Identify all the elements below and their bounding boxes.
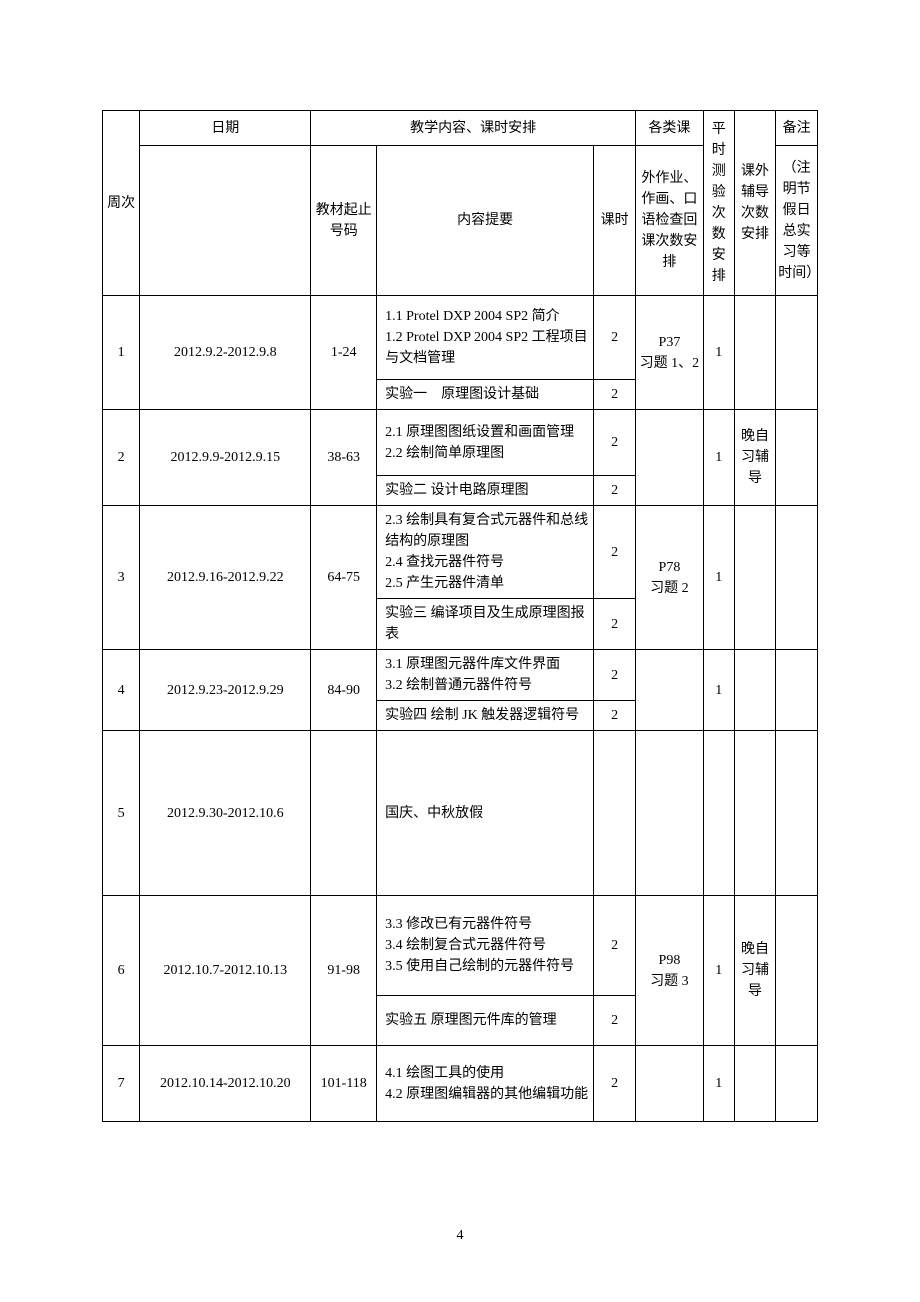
note-cell xyxy=(776,731,818,896)
date-cell: 2012.9.9-2012.9.15 xyxy=(140,410,311,506)
content-cell: 2.3 绘制具有复合式元器件和总线结构的原理图 2.4 查找元器件符号 2.5 … xyxy=(377,506,594,599)
header-date-blank xyxy=(140,146,311,296)
test-cell: 1 xyxy=(703,1046,734,1122)
header-teaching: 教学内容、课时安排 xyxy=(311,111,636,146)
content-cell: 实验四 绘制 JK 触发器逻辑符号 xyxy=(377,701,594,731)
content-cell: 3.1 原理图元器件库文件界面 3.2 绘制普通元器件符号 xyxy=(377,650,594,701)
week-cell: 6 xyxy=(103,896,140,1046)
header-content: 内容提要 xyxy=(377,146,594,296)
week-cell: 7 xyxy=(103,1046,140,1122)
pages-cell xyxy=(311,731,377,896)
hours-cell xyxy=(594,731,636,896)
date-cell: 2012.9.2-2012.9.8 xyxy=(140,296,311,410)
hours-cell: 2 xyxy=(594,650,636,701)
pages-cell: 38-63 xyxy=(311,410,377,506)
schedule-table: 周次 日期 教学内容、课时安排 各类课 平时测验次数安排 课外辅导次数安排 备注… xyxy=(102,110,818,1122)
test-cell: 1 xyxy=(703,296,734,410)
test-cell: 1 xyxy=(703,650,734,731)
table-row: 7 2012.10.14-2012.10.20 101-118 4.1 绘图工具… xyxy=(103,1046,818,1122)
hours-cell: 2 xyxy=(594,701,636,731)
test-cell: 1 xyxy=(703,896,734,1046)
tutor-cell xyxy=(734,650,776,731)
note-cell xyxy=(776,296,818,410)
header-test: 平时测验次数安排 xyxy=(703,111,734,296)
header-date: 日期 xyxy=(140,111,311,146)
hours-cell: 2 xyxy=(594,296,636,380)
hours-cell: 2 xyxy=(594,996,636,1046)
tutor-cell: 晚自习辅导 xyxy=(734,410,776,506)
test-cell xyxy=(703,731,734,896)
header-note-bottom: （注明节假日总实习等时间） xyxy=(776,146,818,296)
header-week: 周次 xyxy=(103,111,140,296)
test-cell: 1 xyxy=(703,506,734,650)
pages-cell: 84-90 xyxy=(311,650,377,731)
hours-cell: 2 xyxy=(594,599,636,650)
content-cell: 国庆、中秋放假 xyxy=(377,731,594,896)
pages-cell: 1-24 xyxy=(311,296,377,410)
homework-cell xyxy=(635,731,703,896)
content-cell: 3.3 修改已有元器件符号 3.4 绘制复合式元器件符号 3.5 使用自己绘制的… xyxy=(377,896,594,996)
header-row-1: 周次 日期 教学内容、课时安排 各类课 平时测验次数安排 课外辅导次数安排 备注 xyxy=(103,111,818,146)
table-row: 4 2012.9.23-2012.9.29 84-90 3.1 原理图元器件库文… xyxy=(103,650,818,701)
note-cell xyxy=(776,1046,818,1122)
week-cell: 5 xyxy=(103,731,140,896)
content-cell: 1.1 Protel DXP 2004 SP2 简介 1.2 Protel DX… xyxy=(377,296,594,380)
pages-cell: 101-118 xyxy=(311,1046,377,1122)
content-cell: 2.1 原理图图纸设置和画面管理 2.2 绘制简单原理图 xyxy=(377,410,594,476)
tutor-cell xyxy=(734,506,776,650)
tutor-cell xyxy=(734,1046,776,1122)
header-hours: 课时 xyxy=(594,146,636,296)
header-tutor: 课外辅导次数安排 xyxy=(734,111,776,296)
date-cell: 2012.9.23-2012.9.29 xyxy=(140,650,311,731)
hours-cell: 2 xyxy=(594,896,636,996)
note-cell xyxy=(776,506,818,650)
note-cell xyxy=(776,650,818,731)
content-cell: 实验一 原理图设计基础 xyxy=(377,380,594,410)
pages-cell: 64-75 xyxy=(311,506,377,650)
content-cell: 4.1 绘图工具的使用 4.2 原理图编辑器的其他编辑功能 xyxy=(377,1046,594,1122)
note-cell xyxy=(776,410,818,506)
date-cell: 2012.9.30-2012.10.6 xyxy=(140,731,311,896)
hours-cell: 2 xyxy=(594,506,636,599)
table-row: 3 2012.9.16-2012.9.22 64-75 2.3 绘制具有复合式元… xyxy=(103,506,818,599)
homework-cell: P98 习题 3 xyxy=(635,896,703,1046)
content-cell: 实验五 原理图元件库的管理 xyxy=(377,996,594,1046)
week-cell: 2 xyxy=(103,410,140,506)
date-cell: 2012.10.7-2012.10.13 xyxy=(140,896,311,1046)
table-row: 1 2012.9.2-2012.9.8 1-24 1.1 Protel DXP … xyxy=(103,296,818,380)
homework-cell: P78 习题 2 xyxy=(635,506,703,650)
table-row: 2 2012.9.9-2012.9.15 38-63 2.1 原理图图纸设置和画… xyxy=(103,410,818,476)
header-note-top: 备注 xyxy=(776,111,818,146)
table-row: 6 2012.10.7-2012.10.13 91-98 3.3 修改已有元器件… xyxy=(103,896,818,996)
header-homework-bottom: 外作业、作画、口语检查回课次数安排 xyxy=(635,146,703,296)
homework-cell xyxy=(635,1046,703,1122)
page-number: 4 xyxy=(0,1228,920,1244)
tutor-cell: 晚自习辅导 xyxy=(734,896,776,1046)
week-cell: 3 xyxy=(103,506,140,650)
homework-cell xyxy=(635,410,703,506)
tutor-cell xyxy=(734,296,776,410)
content-cell: 实验三 编译项目及生成原理图报表 xyxy=(377,599,594,650)
hours-cell: 2 xyxy=(594,1046,636,1122)
hours-cell: 2 xyxy=(594,410,636,476)
header-homework-top: 各类课 xyxy=(635,111,703,146)
hours-cell: 2 xyxy=(594,476,636,506)
table-row: 5 2012.9.30-2012.10.6 国庆、中秋放假 xyxy=(103,731,818,896)
hours-cell: 2 xyxy=(594,380,636,410)
pages-cell: 91-98 xyxy=(311,896,377,1046)
homework-cell: P37 习题 1、2 xyxy=(635,296,703,410)
date-cell: 2012.10.14-2012.10.20 xyxy=(140,1046,311,1122)
test-cell: 1 xyxy=(703,410,734,506)
header-pages: 教材起止号码 xyxy=(311,146,377,296)
week-cell: 1 xyxy=(103,296,140,410)
date-cell: 2012.9.16-2012.9.22 xyxy=(140,506,311,650)
content-cell: 实验二 设计电路原理图 xyxy=(377,476,594,506)
week-cell: 4 xyxy=(103,650,140,731)
tutor-cell xyxy=(734,731,776,896)
note-cell xyxy=(776,896,818,1046)
homework-cell xyxy=(635,650,703,731)
